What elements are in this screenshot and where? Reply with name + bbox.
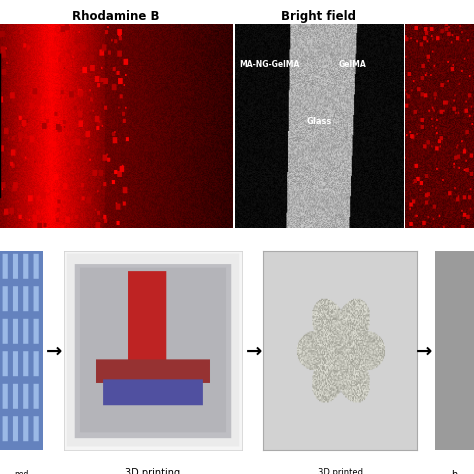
Text: →: → [46, 341, 63, 360]
Text: Glass: Glass [306, 117, 331, 126]
Text: 3D printing: 3D printing [125, 468, 181, 474]
Text: 3D printed
hexagram hydrated
(side view): 3D printed hexagram hydrated (side view) [298, 468, 382, 474]
Text: MA-NG-GelMA: MA-NG-GelMA [240, 60, 300, 69]
Title: Bright field: Bright field [281, 9, 356, 23]
Title: Rhodamine B: Rhodamine B [73, 9, 160, 23]
Text: GelMA: GelMA [339, 60, 367, 69]
Text: ned
r: ned r [14, 470, 28, 474]
Text: →: → [246, 341, 262, 360]
Text: h: h [451, 470, 458, 474]
Text: →: → [416, 341, 432, 360]
